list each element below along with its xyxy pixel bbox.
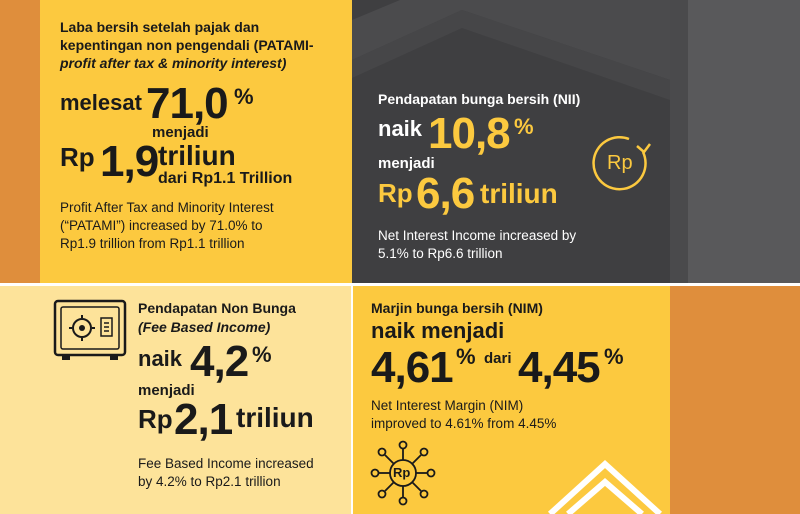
nii-percent-sign: % [514, 114, 534, 139]
nim-icon-label: Rp [393, 465, 411, 480]
fee-menjadi: menjadi [138, 382, 195, 399]
rp-refresh-icon: Rp [587, 130, 655, 198]
nii-currency: Rp [378, 178, 413, 208]
nim-value-new: 4,61 [371, 343, 454, 392]
nii-unit: triliun [480, 178, 558, 209]
grey-right-strip [670, 0, 800, 285]
fee-heading-line2: (Fee Based Income) [138, 319, 271, 335]
nim-heading: Marjin bunga bersih (NIM) [371, 300, 543, 316]
nii-verb: naik [378, 116, 423, 141]
nim-verb: naik menjadi [371, 318, 505, 343]
fee-panel [0, 285, 352, 514]
nii-menjadi: menjadi [378, 155, 435, 172]
patami-heading-line3: profit after tax & minority interest) [60, 55, 287, 71]
nii-amount: 6,6 [416, 169, 475, 218]
chevron-decoration [547, 459, 663, 514]
fee-desc-line1: Fee Based Income increased [138, 456, 314, 471]
patami-amount: 1,9 [100, 137, 159, 186]
rp-network-icon: Rp [370, 440, 436, 506]
fee-heading-line1: Pendapatan Non Bunga [138, 300, 296, 316]
patami-panel [40, 0, 352, 285]
patami-desc-line2: (“PATAMI”) increased by 71.0% to [60, 218, 263, 233]
fee-unit: triliun [236, 402, 314, 433]
patami-from: dari Rp1.1 Trillion [158, 170, 293, 187]
safe-icon [52, 298, 128, 362]
fee-percent-sign: % [252, 342, 272, 367]
fee-verb: naik [138, 346, 183, 371]
fee-currency: Rp [138, 404, 173, 434]
patami-heading-line2: kepentingan non pengendali (PATAMI- [60, 37, 314, 53]
patami-verb: melesat [60, 90, 142, 115]
patami-percent-sign: % [234, 84, 254, 109]
patami-unit: triliun [158, 140, 236, 171]
patami-desc-line1: Profit After Tax and Minority Interest [60, 200, 274, 215]
nim-dari: dari [484, 350, 512, 367]
nii-desc-line1: Net Interest Income increased by [378, 228, 577, 243]
patami-desc-line3: Rp1.9 trillion from Rp1.1 trillion [60, 236, 245, 251]
nii-growth: 10,8 [428, 109, 511, 158]
roof-decoration [352, 0, 670, 100]
nii-icon-label: Rp [607, 152, 633, 174]
divider-vertical [351, 285, 353, 514]
divider-horizontal [0, 283, 800, 286]
nii-desc-line2: 5.1% to Rp6.6 trillion [378, 246, 503, 261]
fee-desc-line2: by 4.2% to Rp2.1 trillion [138, 474, 281, 489]
fee-amount: 2,1 [174, 395, 233, 444]
patami-growth: 71,0 [146, 79, 229, 128]
patami-currency: Rp [60, 142, 95, 172]
orange-left-strip [0, 0, 40, 285]
nim-value-old: 4,45 [518, 343, 601, 392]
nim-desc-line1: Net Interest Margin (NIM) [371, 398, 524, 413]
orange-right-strip [670, 285, 800, 514]
nim-desc-line2: improved to 4.61% from 4.45% [371, 416, 557, 431]
patami-heading-line1: Laba bersih setelah pajak dan [60, 19, 260, 35]
nim-percent-sign-old: % [604, 344, 624, 369]
nii-heading: Pendapatan bunga bersih (NII) [378, 91, 581, 107]
nim-percent-sign-new: % [456, 344, 476, 369]
fee-growth: 4,2 [190, 337, 249, 386]
patami-menjadi: menjadi [152, 124, 209, 141]
